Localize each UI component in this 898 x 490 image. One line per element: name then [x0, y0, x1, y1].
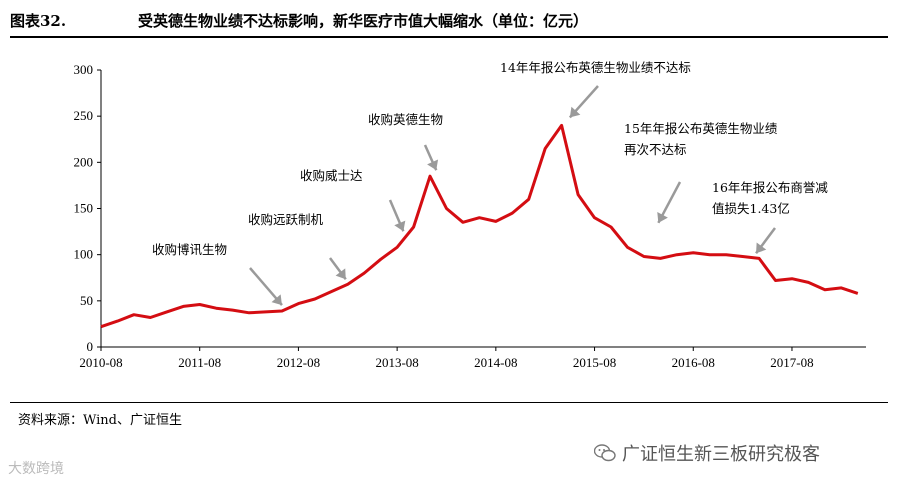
annotation-label: 14年年报公布英德生物业绩不达标 [500, 60, 691, 75]
figure-title: 受英德生物业绩不达标影响，新华医疗市值大幅缩水（单位：亿元） [138, 12, 589, 30]
wechat-icon [594, 444, 616, 462]
annotation-label-line2: 值损失1.43亿 [712, 201, 790, 216]
y-tick-label: 50 [80, 293, 93, 308]
x-tick-label: 2011-08 [178, 355, 221, 370]
x-tick-label: 2016-08 [672, 355, 715, 370]
y-tick-label: 250 [74, 108, 94, 123]
annotation-label: 收购远跃制机 [248, 212, 324, 227]
annotation-arrowhead [427, 159, 439, 171]
x-tick-label: 2013-08 [375, 355, 418, 370]
y-tick-label: 200 [74, 154, 94, 169]
source-note: 资料来源：Wind、广证恒生 [18, 413, 182, 428]
x-tick-label: 2012-08 [277, 355, 320, 370]
x-tick-label: 2015-08 [573, 355, 616, 370]
top-rule [10, 36, 888, 38]
watermark-right: 广证恒生新三板研究极客 [594, 440, 820, 466]
x-tick-label: 2010-08 [79, 355, 122, 370]
figure-number: 图表32. [10, 12, 67, 30]
annotation-arrowhead [271, 294, 282, 306]
line-chart: 0 50 100 150 200 250 300 2010-08 2011-08 2012-08 2… [74, 60, 866, 370]
x-tick-label: 2017-08 [770, 355, 813, 370]
annotation-label-line2: 再次不达标 [624, 142, 687, 157]
watermark-left: 大数跨境 [8, 461, 64, 477]
y-tick-label: 0 [87, 339, 94, 354]
bottom-rule [10, 402, 888, 403]
y-tick-label: 300 [74, 62, 94, 77]
annotation-label: 16年年报公布商誉减 [712, 180, 828, 195]
chart-annotations: 收购博讯生物 收购远跃制机 收购威士达 收购英德生物 14年年报公布英德生物业绩不达标 1… [152, 60, 828, 306]
figure-title-row: 图表32. 受英德生物业绩不达标影响，新华医疗市值大幅缩水（单位：亿元） [10, 6, 888, 34]
annotation-arrowhead [657, 212, 668, 223]
annotation-arrowhead [756, 242, 767, 254]
annotation-arrowhead [335, 268, 346, 280]
annotation-label: 15年年报公布英德生物业绩 [624, 121, 778, 136]
annotation-label: 收购威士达 [300, 168, 363, 183]
x-tick-label: 2014-08 [474, 355, 517, 370]
annotation-arrowhead [569, 106, 581, 118]
y-tick-label: 100 [74, 247, 94, 262]
annotation-label: 收购博讯生物 [152, 242, 227, 257]
chart-series [100, 123, 859, 329]
annotation-arrowhead [394, 220, 406, 232]
annotation-label: 收购英德生物 [368, 112, 443, 127]
chart-axes: 0 50 100 150 200 250 300 2010-08 2011-08 2012-08 2… [74, 62, 866, 370]
series-line [100, 123, 859, 329]
y-tick-label: 150 [74, 201, 94, 216]
watermark-right-text: 广证恒生新三板研究极客 [622, 444, 820, 465]
